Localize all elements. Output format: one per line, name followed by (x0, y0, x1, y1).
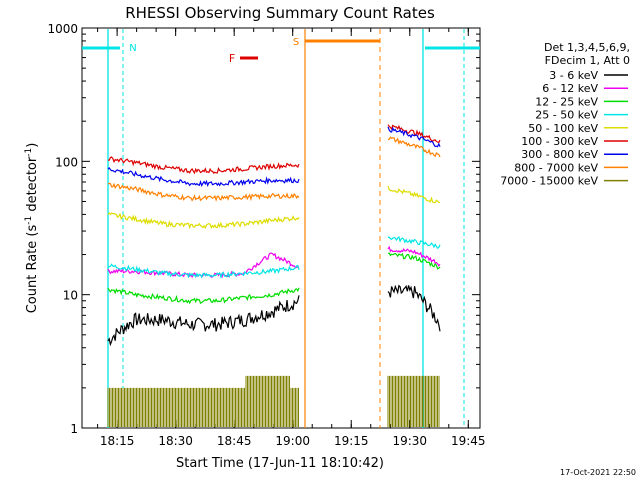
legend-label-4: 50 - 100 keV (528, 122, 598, 135)
y-tick-label: 100 (55, 155, 78, 169)
x-tick-label: 18:45 (217, 434, 252, 448)
y-tick-label: 10 (63, 289, 78, 303)
x-tick-label: 19:00 (275, 434, 310, 448)
legend-label-1: 6 - 12 keV (542, 82, 598, 95)
y-axis-label: Count Rate (s-1 detector-1) (24, 143, 40, 314)
y-tick-label: 1 (70, 422, 78, 436)
legend-label-8: 7000 - 15000 keV (500, 175, 598, 188)
marker-label-n: N (129, 43, 136, 54)
x-tick-label: 18:30 (158, 434, 193, 448)
series-line-0 (107, 295, 300, 347)
series-line-5 (108, 156, 300, 175)
series-line-2 (107, 287, 300, 305)
series-line-7 (107, 182, 300, 202)
y-label-sup1: -1 (24, 216, 34, 225)
series-line-4 (107, 212, 300, 230)
series-line-4 (387, 185, 441, 204)
y-tick-label: 1000 (47, 22, 78, 36)
marker-label-f: F (229, 52, 235, 65)
series-line-6 (107, 166, 300, 187)
x-axis-label: Start Time (17-Jun-11 18:10:42) (176, 456, 384, 471)
footer-date: 17-Oct-2021 22:50 (560, 468, 636, 477)
chart-title: RHESSI Observing Summary Count Rates (125, 4, 435, 22)
legend-label-0: 3 - 6 keV (549, 69, 598, 82)
y-label-end: ) (25, 143, 40, 148)
series-line-7 (387, 136, 441, 158)
legend-label-5: 100 - 300 keV (521, 135, 598, 148)
legend-label-6: 300 - 800 keV (521, 148, 598, 161)
legend: Det 1,3,4,5,6,9, FDecim 1, Att 0 3 - 6 k… (500, 41, 630, 188)
legend-label-3: 25 - 50 keV (535, 109, 598, 122)
y-label-main: Count Rate (s (25, 225, 40, 314)
legend-header-line1: Det 1,3,4,5,6,9, (544, 41, 630, 54)
series-line-3 (107, 263, 300, 280)
series-line-0 (387, 284, 441, 332)
legend-header-line2: FDecim 1, Att 0 (545, 54, 630, 67)
plot-area: 1 10 100 1000 18:15 18:30 18:45 19:00 19:15 19:30… (47, 22, 485, 448)
series-line-5 (387, 124, 441, 144)
plot-frame (81, 27, 481, 429)
y-label-sup2: -1 (24, 148, 34, 157)
legend-label-2: 12 - 25 keV (535, 95, 598, 108)
marker-label-s: S (293, 37, 299, 48)
x-tick-label: 19:30 (392, 434, 427, 448)
x-tick-label: 19:15 (334, 434, 369, 448)
legend-label-7: 800 - 7000 keV (514, 161, 598, 174)
series-line-3 (387, 235, 441, 250)
y-label-mid: detector (25, 156, 40, 216)
x-tick-label: 18:15 (100, 434, 135, 448)
x-tick-label: 19:45 (451, 434, 486, 448)
series-line-6 (387, 126, 441, 148)
series-line-2 (387, 252, 441, 270)
series-line-1 (387, 245, 441, 267)
